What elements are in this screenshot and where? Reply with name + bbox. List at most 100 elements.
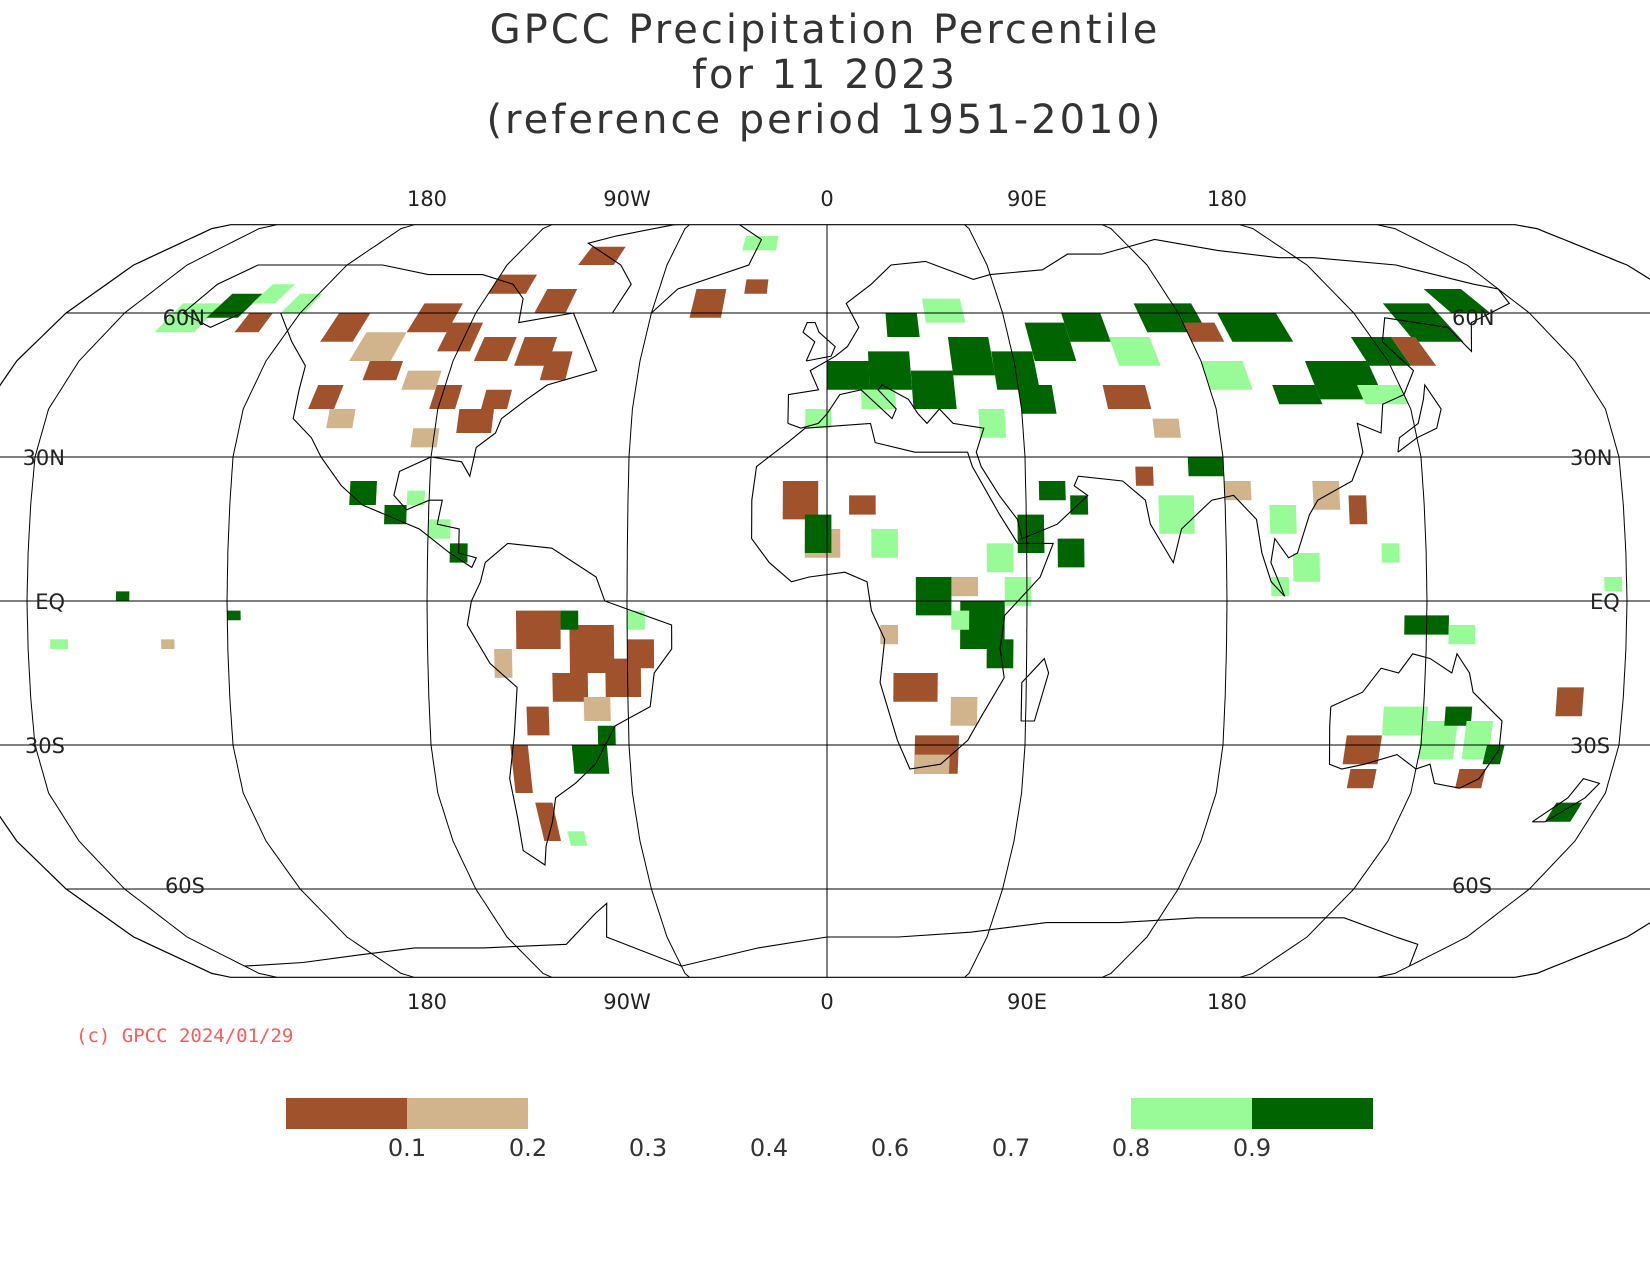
lat-label-right-30n: 30N: [1570, 446, 1612, 470]
percentile-cell: [1342, 735, 1382, 765]
graticule-meridian: [1101, 224, 1228, 978]
percentile-cell: [1182, 322, 1225, 342]
lon-label-bottom-180w: 180: [407, 990, 447, 1014]
percentile-cell: [744, 279, 769, 294]
coastline: [466, 542, 673, 866]
percentile-cell: [569, 625, 615, 673]
title-line-2: for 11 2023: [691, 52, 959, 98]
percentile-cell: [406, 303, 463, 333]
percentile-cell: [1555, 687, 1584, 717]
copyright-text: (c) GPCC 2024/01/29: [76, 1025, 294, 1047]
percentile-cell: [597, 725, 616, 745]
percentile-cell: [406, 490, 426, 505]
percentile-cell: [437, 322, 484, 352]
percentile-cell: [552, 673, 589, 702]
lon-label-bottom-0: 0: [820, 990, 833, 1014]
percentile-cell: [1381, 543, 1400, 563]
percentile-cell: [401, 370, 442, 390]
percentile-cell: [583, 697, 611, 721]
coastline: [1531, 777, 1601, 823]
percentile-cell: [627, 639, 655, 669]
lon-label-top-180e: 180: [1207, 187, 1247, 211]
percentile-cell: [115, 591, 130, 601]
percentile-cell: [1382, 706, 1428, 736]
percentile-cell: [362, 361, 404, 381]
graticule-meridian: [226, 224, 415, 978]
percentile-cell: [539, 351, 573, 381]
percentile-cell: [526, 706, 550, 736]
graticule-meridian: [626, 224, 690, 978]
title-line-1: GPCC Precipitation Percentile: [489, 7, 1161, 53]
coastline: [244, 902, 1419, 967]
percentile-cell: [1455, 769, 1486, 789]
percentile-cell: [1187, 457, 1224, 477]
percentile-cell: [950, 697, 978, 726]
percentile-cell: [326, 409, 356, 429]
percentile-cell: [885, 313, 920, 337]
percentile-cell: [861, 389, 897, 409]
lat-label-left-30s: 30S: [25, 734, 65, 758]
percentile-cell: [1152, 418, 1181, 438]
percentile-cell: [1448, 625, 1476, 645]
percentile-cell: [320, 313, 371, 342]
lon-label-bottom-90e: 90E: [1007, 990, 1047, 1014]
lat-label-right-30s: 30S: [1570, 734, 1610, 758]
percentile-cell: [1038, 481, 1066, 501]
percentile-cell: [1004, 577, 1032, 606]
percentile-cell: [1357, 385, 1409, 405]
percentile-cell: [1269, 505, 1297, 534]
percentile-cell: [1135, 466, 1154, 486]
coastline: [802, 322, 836, 362]
coastline: [787, 238, 1511, 597]
graticule-meridian: [426, 224, 553, 978]
lat-label-right-60s: 60S: [1452, 874, 1492, 898]
lon-label-top-90w: 90W: [603, 187, 651, 211]
percentile-cell: [1604, 577, 1623, 592]
percentile-cell: [349, 332, 407, 361]
lon-label-top-180w: 180: [407, 187, 447, 211]
percentile-cell: [1444, 706, 1473, 726]
percentile-cell: [871, 529, 898, 558]
percentile-cell: [227, 610, 241, 621]
percentile-cell: [978, 409, 1007, 438]
coastline: [1328, 652, 1503, 789]
percentile-cell: [915, 577, 952, 616]
percentile-cell: [560, 610, 579, 630]
percentile-cell: [494, 649, 513, 678]
percentile-cell: [384, 505, 407, 525]
percentile-cell: [827, 361, 870, 390]
coastline: [586, 224, 763, 314]
precipitation-anomaly-layer: [50, 235, 1623, 846]
lon-label-top-90e: 90E: [1007, 187, 1047, 211]
percentile-cell: [473, 337, 517, 361]
percentile-cell: [910, 370, 957, 409]
percentile-cell: [947, 337, 996, 376]
percentile-cell: [1272, 385, 1323, 405]
percentile-cell: [535, 802, 561, 841]
lat-label-right-eq: EQ: [1590, 590, 1620, 614]
percentile-cell: [1423, 289, 1491, 313]
percentile-cell: [571, 745, 610, 774]
map-title: GPCC Precipitation Percentile for 11 202…: [0, 8, 1650, 143]
percentile-cell: [308, 385, 344, 409]
percentile-cell: [914, 754, 950, 774]
percentile-cell: [1102, 385, 1152, 409]
percentile-cell: [534, 289, 578, 313]
percentile-cell: [986, 639, 1014, 669]
percentile-cell: [805, 409, 832, 429]
percentile-cell: [951, 577, 979, 597]
percentile-cell: [1391, 337, 1437, 366]
coastline: [751, 422, 1055, 770]
percentile-cell: [50, 639, 69, 649]
percentile-cell: [510, 745, 533, 793]
percentile-cell: [154, 303, 222, 333]
percentile-cell: [1024, 322, 1077, 361]
percentile-cell: [782, 481, 819, 520]
percentile-cell: [516, 610, 561, 649]
percentile-cell: [1461, 721, 1494, 760]
percentile-cell: [1057, 538, 1085, 568]
percentile-cell: [206, 293, 263, 318]
coastline: [182, 264, 598, 569]
coastline: [1397, 383, 1442, 453]
graticule-meridian: [964, 224, 1028, 978]
